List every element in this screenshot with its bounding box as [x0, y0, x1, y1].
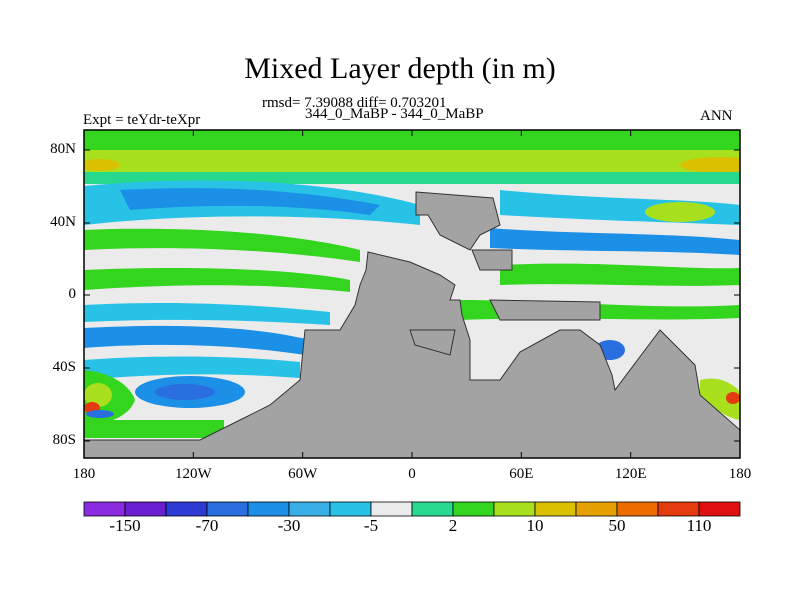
land-mass	[489, 299, 601, 321]
colorbar-swatch	[657, 501, 700, 517]
colorbar-swatch	[575, 501, 618, 517]
field-patch	[86, 410, 114, 418]
experiment-label: Expt = teYdr-teXpr	[83, 112, 201, 128]
x-tick-label: 120W	[174, 466, 212, 482]
colorbar-swatch	[247, 501, 290, 517]
colorbar-label: 50	[608, 516, 626, 535]
x-tick-label: 60W	[288, 466, 318, 482]
x-tick-label: 60E	[509, 466, 534, 482]
field-patch	[84, 383, 112, 407]
colorbar-swatch	[493, 501, 536, 517]
colorbar-swatch	[329, 501, 372, 517]
field-patch	[84, 150, 740, 172]
field-patch	[84, 302, 330, 325]
x-tick-label: 120E	[614, 466, 647, 482]
field-patch	[155, 384, 215, 400]
y-tick-marks	[84, 149, 740, 442]
colorbar-label: -5	[363, 516, 379, 535]
field-patch	[84, 356, 300, 380]
field-patch	[84, 172, 740, 184]
field-layer	[84, 130, 740, 458]
x-tick-label: 180	[72, 466, 96, 482]
colorbar-swatch	[288, 501, 331, 517]
field-patch	[84, 130, 740, 152]
y-tick-label: 80N	[50, 141, 76, 157]
colorbar	[83, 501, 741, 517]
case-subtitle: 344_0_MaBP - 344_0_MaBP	[305, 106, 484, 122]
season-label: ANN	[700, 108, 733, 124]
colorbar-label: 2	[448, 516, 458, 535]
land-mass	[84, 251, 740, 458]
field-patch	[84, 325, 310, 355]
colorbar-label: -30	[277, 516, 301, 535]
colorbar-swatch	[83, 501, 126, 517]
field-patch	[84, 420, 224, 438]
y-tick-label: 0	[68, 286, 77, 302]
field-patch	[726, 392, 740, 404]
colorbar-swatch	[370, 501, 413, 517]
land-mass	[409, 329, 456, 356]
colorbar-label: -70	[195, 516, 219, 535]
y-tick-label: 40N	[50, 214, 76, 230]
colorbar-swatch	[534, 501, 577, 517]
y-tick-label: 40S	[52, 359, 76, 375]
colorbar-swatch	[452, 501, 495, 517]
y-tick-label: 80S	[52, 432, 76, 448]
colorbar-swatch	[698, 501, 741, 517]
field-patch	[645, 202, 715, 222]
field-patch	[700, 378, 740, 420]
field-patch	[490, 228, 740, 255]
land-mass	[415, 191, 501, 251]
field-patch	[680, 157, 740, 173]
colorbar-swatch	[165, 501, 208, 517]
x-tick-label: 0	[408, 466, 416, 482]
field-patch	[84, 228, 360, 262]
colorbar-swatch	[616, 501, 659, 517]
colorbar-swatch	[206, 501, 249, 517]
land-mass	[471, 249, 513, 271]
colorbar-swatch	[411, 501, 454, 517]
colorbar-swatch	[124, 501, 167, 517]
colorbar-label: 110	[686, 516, 712, 535]
colorbar-label: -150	[109, 516, 141, 535]
field-patch	[120, 188, 380, 215]
stats-subtitle: rmsd= 7.39088 diff= 0.703201	[262, 95, 447, 111]
field-patch	[84, 159, 120, 171]
x-tick-marks	[83, 130, 741, 458]
field-patch	[500, 263, 740, 286]
field-patch	[84, 268, 350, 292]
map-title: Mixed Layer depth (in m)	[244, 52, 556, 85]
colorbar-label: 10	[526, 516, 544, 535]
x-tick-label: 180	[728, 466, 752, 482]
